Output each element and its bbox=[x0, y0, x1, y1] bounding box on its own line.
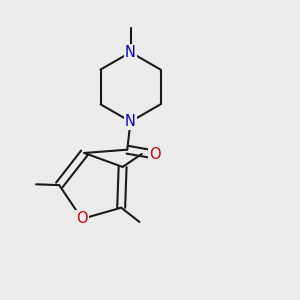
Text: O: O bbox=[149, 147, 161, 162]
Text: O: O bbox=[76, 212, 88, 226]
Text: N: N bbox=[125, 45, 136, 60]
Text: N: N bbox=[125, 114, 136, 129]
